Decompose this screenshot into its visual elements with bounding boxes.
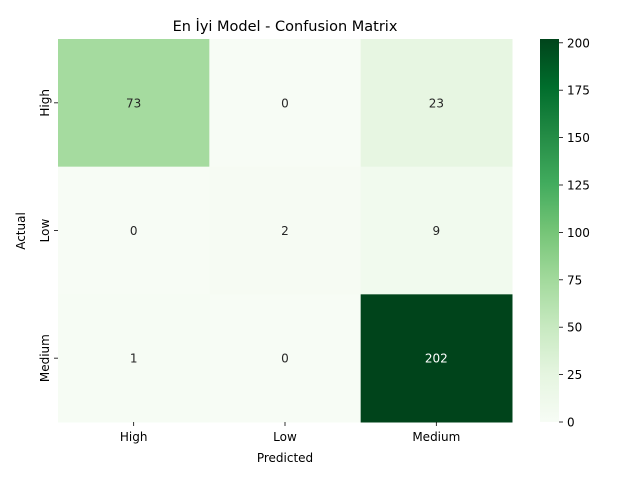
colorbar-gradient xyxy=(540,39,559,422)
heatmap-cell xyxy=(209,294,362,423)
cell-value-label: 2 xyxy=(281,224,289,238)
y-axis: High Low Medium xyxy=(38,89,58,382)
heatmap-cells xyxy=(58,39,513,423)
cell-annotations: 73 0 23 0 2 9 1 0 202 xyxy=(126,96,448,365)
colorbar-tick-label: 175 xyxy=(567,84,590,98)
colorbar-tick-label: 0 xyxy=(567,416,575,430)
x-tick-label: High xyxy=(120,430,148,444)
heatmap-cell xyxy=(360,166,513,295)
y-tick-label: Low xyxy=(38,219,52,243)
colorbar xyxy=(540,39,559,422)
cell-value-label: 9 xyxy=(433,224,441,238)
x-tick-label: Medium xyxy=(412,430,460,444)
heatmap-cell xyxy=(58,166,210,295)
colorbar-tick-label: 50 xyxy=(567,321,582,335)
cell-value-label: 0 xyxy=(281,352,289,366)
chart-title: En İyi Model - Confusion Matrix xyxy=(173,17,398,35)
heatmap-cell xyxy=(58,294,210,423)
x-axis: High Low Medium xyxy=(120,422,460,444)
colorbar-tick-label: 150 xyxy=(567,131,590,145)
cell-value-label: 73 xyxy=(126,96,141,110)
colorbar-tick-label: 25 xyxy=(567,368,582,382)
cell-value-label: 0 xyxy=(130,224,138,238)
colorbar-tick-label: 125 xyxy=(567,178,590,192)
colorbar-tick-label: 100 xyxy=(567,226,590,240)
heatmap-cell xyxy=(209,39,362,168)
y-axis-label: Actual xyxy=(14,212,28,250)
y-tick-label: High xyxy=(38,89,52,117)
colorbar-tick-label: 200 xyxy=(567,36,590,50)
cell-value-label: 23 xyxy=(429,96,444,110)
cell-value-label: 0 xyxy=(281,96,289,110)
cell-value-label: 1 xyxy=(130,352,138,366)
x-tick-label: Low xyxy=(273,430,297,444)
x-axis-label: Predicted xyxy=(257,451,313,465)
heatmap-cell xyxy=(360,294,513,423)
heatmap-cell xyxy=(360,39,513,168)
heatmap-cell xyxy=(209,166,362,295)
colorbar-tick-label: 75 xyxy=(567,273,582,287)
heatmap-cell xyxy=(58,39,210,168)
colorbar-ticks: 0 25 50 75 100 125 150 175 200 xyxy=(559,36,590,430)
y-tick-label: Medium xyxy=(38,334,52,382)
cell-value-label: 202 xyxy=(425,352,448,366)
